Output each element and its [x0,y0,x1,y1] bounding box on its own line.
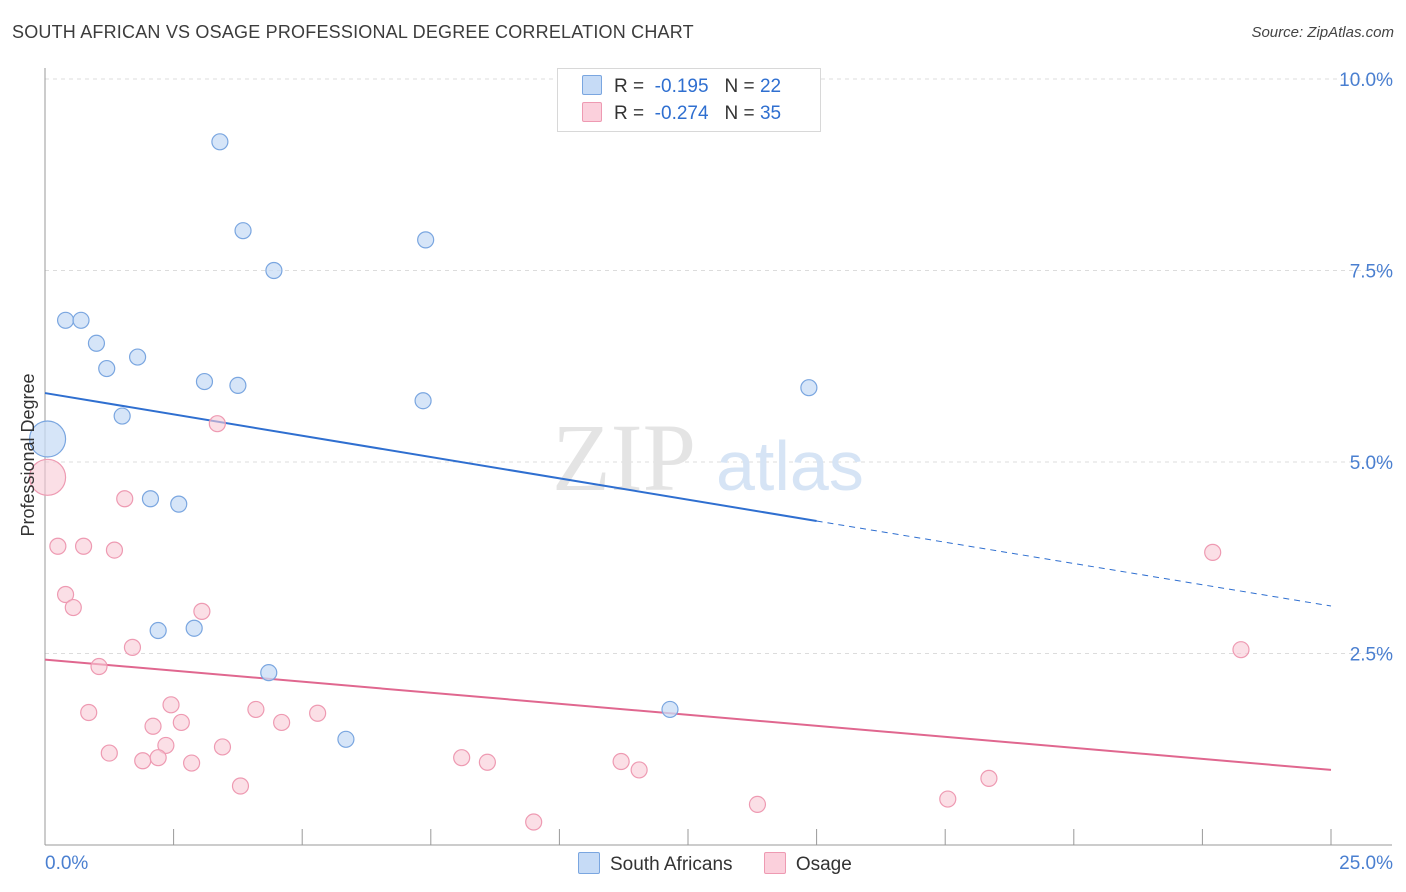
point-osage [90,657,108,676]
point-osage [80,703,98,722]
point-osage [1232,641,1250,659]
point-osage [157,736,175,755]
point-south-africans [170,495,188,513]
point-south-africans [128,348,147,366]
point-south-africans [260,664,278,682]
point-osage [105,541,124,559]
point-osage [74,537,93,555]
legend-n-value: 35 [759,103,782,124]
y-tick-label: 5.0% [1350,453,1393,474]
point-south-africans [185,619,203,637]
legend-n-value: 22 [759,76,782,97]
point-osage [213,738,232,756]
legend-n-label: N = [724,76,755,97]
point-south-africans [337,730,355,748]
point-osage [748,795,767,814]
point-osage [49,537,67,555]
point-south-africans [265,261,283,280]
point-osage [183,754,201,772]
point-osage [116,490,134,508]
point-osage [980,769,998,787]
point-south-africans [56,311,75,329]
legend-row-osage: R = -0.274 N = 35 [582,102,781,126]
watermark-zip: ZIP [552,404,696,511]
legend-r-value: -0.274 [654,103,709,124]
y-tick-label: 2.5% [1350,645,1393,666]
point-south-africans [141,490,160,508]
point-south-africans [149,621,167,640]
point-osage [172,713,190,732]
source-credit: Source: ZipAtlas.com [1251,24,1394,41]
correlation-legend: R = -0.195 N = 22 R = -0.274 N = 35 [557,68,821,132]
point-osage [478,753,496,771]
point-south-africans [211,133,229,151]
point-south-africans [417,231,435,249]
point-osage [123,638,142,656]
point-osage [630,761,648,779]
series-legend-south-africans[interactable]: South Africans [578,852,733,876]
point-osage [193,602,211,620]
point-south-africans [87,334,106,352]
point-south-africans [113,407,131,425]
series-swatch-pink [763,852,786,874]
legend-swatch-pink [582,102,602,122]
point-south-africans [195,372,214,391]
legend-row-south-africans: R = -0.195 N = 22 [582,75,781,99]
point-osage [247,700,265,719]
legend-swatch-blue [582,75,602,95]
series-label: South Africans [610,854,733,875]
series-legend-osage[interactable]: Osage [763,852,852,876]
legend-r-label: R = [614,103,645,124]
point-osage [939,790,957,808]
trend-line-south-africans [44,392,817,522]
watermark: ZIP atlas [552,404,864,511]
point-osage [309,704,327,722]
trend-line-osage [44,658,1332,771]
point-osage [231,777,250,795]
point-osage [453,749,471,767]
axis-labels: 2.5% 5.0% 7.5% 10.0% 0.0% 25.0% Professional D… [18,70,1393,874]
point-south-africans [414,392,432,410]
watermark-atlas: atlas [716,427,864,505]
point-south-africans [661,700,679,719]
trend-line-south-africans-extrapolated [816,520,1332,607]
point-south-africans [234,222,252,240]
x-tick-label-max: 25.0% [1339,853,1393,874]
legend-n-label: N = [724,103,755,124]
point-osage [273,713,291,732]
legend-r-label: R = [614,76,645,97]
trend-lines [44,392,1332,771]
point-osage [525,813,543,831]
series-legend: South Africans Osage [578,852,878,876]
x-tick-label-min: 0.0% [45,853,88,874]
series-swatch-blue [578,852,600,874]
point-south-africans [28,420,67,458]
chart-title: SOUTH AFRICAN VS OSAGE PROFESSIONAL DEGR… [12,22,694,42]
point-osage [1204,543,1222,561]
y-tick-label: 7.5% [1350,262,1393,283]
point-south-africans [229,376,247,394]
legend-r-value: -0.195 [654,76,709,97]
point-south-africans [800,379,818,397]
point-osage [64,598,82,617]
grid-lines [45,78,1392,654]
series-label: Osage [795,854,852,875]
point-osage [134,752,152,770]
point-south-africans [72,311,90,329]
y-tick-label: 10.0% [1339,70,1393,91]
point-osage [208,415,226,433]
y-axis-label: Professional Degree [18,373,38,536]
point-osage [28,458,67,496]
point-south-africans [98,359,116,378]
point-osage [144,717,162,735]
point-osage [162,696,180,714]
data-points [28,133,1250,831]
point-osage [100,744,118,762]
point-osage [56,585,75,604]
point-osage [612,752,630,771]
point-osage [149,749,167,767]
